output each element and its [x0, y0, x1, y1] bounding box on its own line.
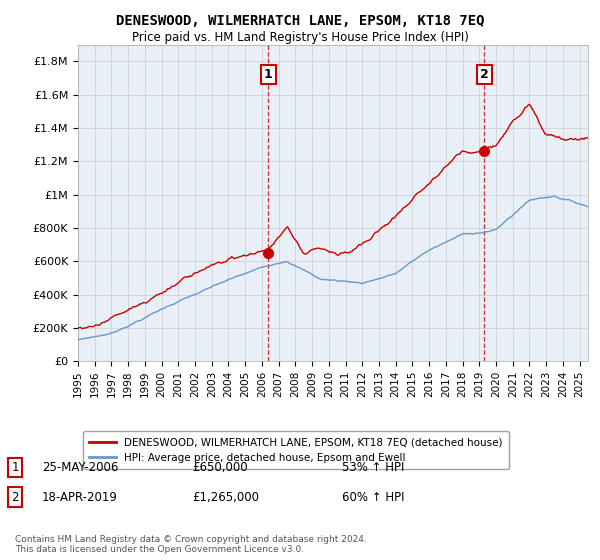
Text: 1: 1: [11, 461, 19, 474]
Text: DENESWOOD, WILMERHATCH LANE, EPSOM, KT18 7EQ: DENESWOOD, WILMERHATCH LANE, EPSOM, KT18…: [116, 14, 484, 28]
Text: Contains HM Land Registry data © Crown copyright and database right 2024.
This d: Contains HM Land Registry data © Crown c…: [15, 535, 367, 554]
Text: 2: 2: [480, 68, 488, 81]
Text: Price paid vs. HM Land Registry's House Price Index (HPI): Price paid vs. HM Land Registry's House …: [131, 31, 469, 44]
Text: 60% ↑ HPI: 60% ↑ HPI: [342, 491, 404, 504]
Text: 25-MAY-2006: 25-MAY-2006: [42, 461, 118, 474]
Text: 2: 2: [11, 491, 19, 504]
Bar: [78, 45, 588, 361]
Text: 53% ↑ HPI: 53% ↑ HPI: [342, 461, 404, 474]
Text: 1: 1: [264, 68, 272, 81]
Text: £650,000: £650,000: [192, 461, 248, 474]
Text: £1,265,000: £1,265,000: [192, 491, 259, 504]
Legend: DENESWOOD, WILMERHATCH LANE, EPSOM, KT18 7EQ (detached house), HPI: Average pric: DENESWOOD, WILMERHATCH LANE, EPSOM, KT18…: [83, 431, 509, 469]
Text: 18-APR-2019: 18-APR-2019: [42, 491, 118, 504]
